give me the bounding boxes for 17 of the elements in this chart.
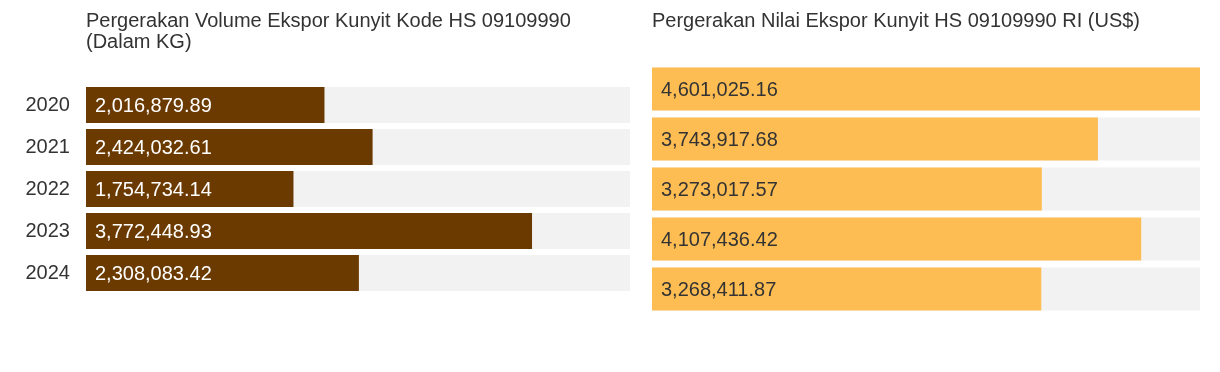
data-label: 2,308,083.42 — [95, 261, 212, 284]
y-tick-label: 2023 — [25, 218, 70, 241]
y-tick-label: 2024 — [25, 260, 70, 283]
data-label: 3,743,917.68 — [661, 127, 778, 150]
data-label: 2,424,032.61 — [95, 135, 212, 158]
chart-title: Pergerakan Volume Ekspor Kunyit Kode HS 09109990 (Dalam KG) — [85, 8, 572, 54]
y-tick-label: 2020 — [25, 92, 70, 115]
data-label: 3,268,411.87 — [661, 277, 777, 300]
data-label: 4,107,436.42 — [661, 227, 778, 250]
data-label: 4,601,025.16 — [661, 77, 778, 100]
data-label: 1,754,734.14 — [95, 177, 212, 200]
data-label: 2,016,879.89 — [95, 93, 212, 116]
chart-title: Pergerakan Nilai Ekspor Kunyit HS 09109990 RI (US$) — [651, 8, 1142, 33]
data-label: 3,273,017.57 — [661, 177, 778, 200]
data-label: 3,772,448.93 — [95, 219, 212, 242]
y-tick-label: 2021 — [25, 134, 70, 157]
y-tick-label: 2022 — [25, 176, 70, 199]
